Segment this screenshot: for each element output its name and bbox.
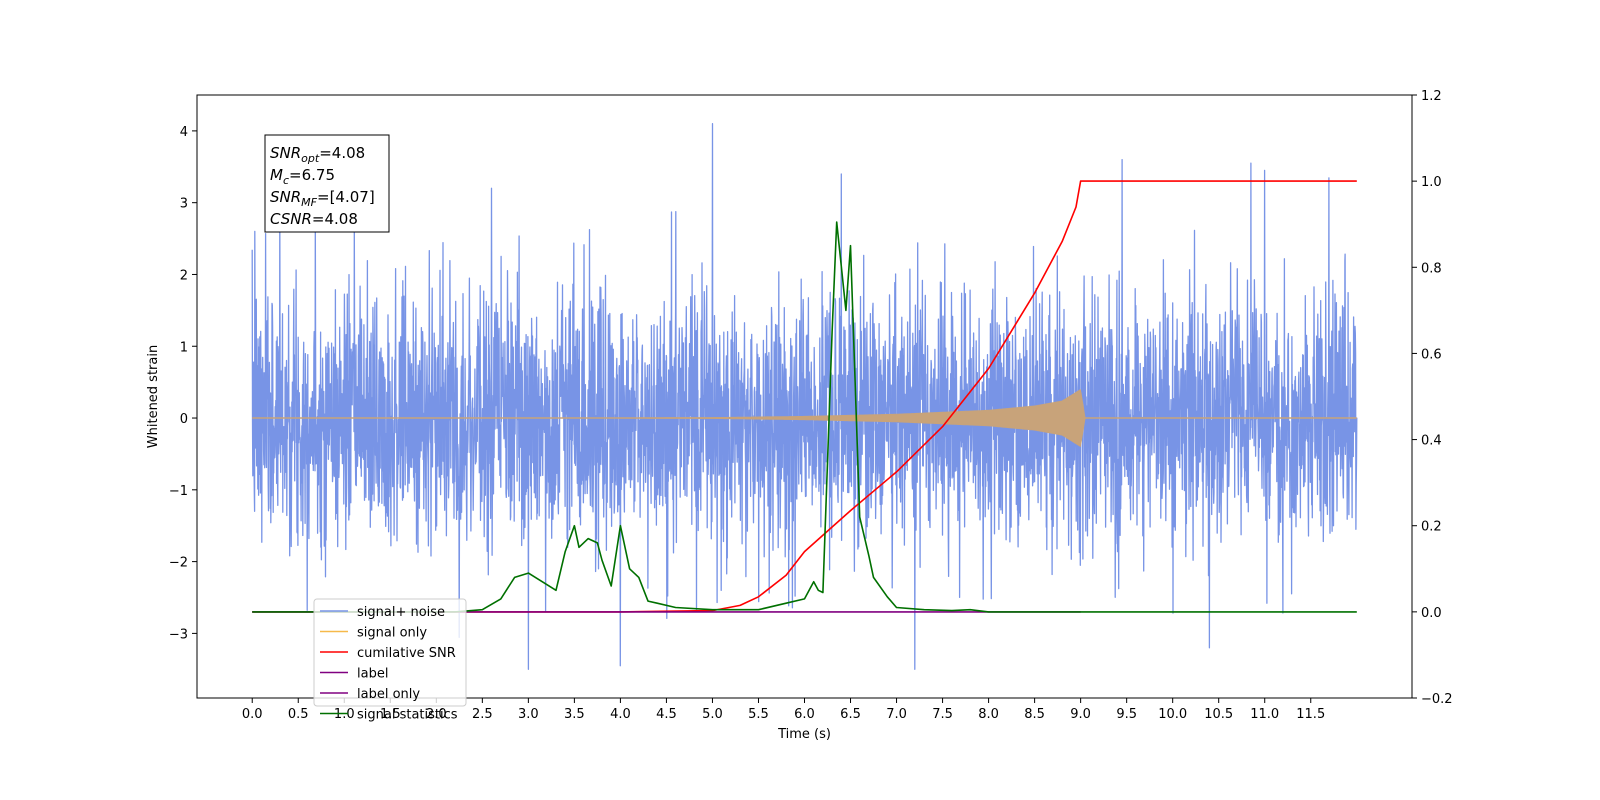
y2-tick-label: 1.2 [1421, 89, 1442, 104]
legend-frame [313, 598, 467, 707]
legend-entry: cumilative SNR [357, 646, 456, 661]
series-cumilative-snr [252, 180, 1357, 613]
y-tick-label: 4 [180, 125, 188, 140]
x-tick-label: 7.5 [932, 707, 953, 722]
x-tick-label: 11.0 [1250, 707, 1279, 722]
y-tick-label: 2 [180, 268, 188, 283]
y2-tick-label: 0.0 [1421, 606, 1442, 621]
x-tick-label: 0.0 [242, 707, 263, 722]
x-tick-label: 6.5 [840, 707, 861, 722]
x-axis: 0.0 0.5 1.0 1.5 2.0 2.5 3.0 3.5 4.0 4.5 5.0 5.5 6.0 6… [242, 698, 1325, 722]
y2-tick-label: 0.4 [1421, 434, 1442, 449]
legend-entry: label only [357, 687, 420, 702]
x-tick-label: 6.0 [794, 707, 815, 722]
stats-annotation-box: SNRopt=4.08 Mc=6.75 SNRMF=[4.07] CSNR=4.… [264, 134, 390, 233]
y-tick-label: −1 [169, 484, 188, 499]
x-tick-label: 7.0 [886, 707, 907, 722]
legend: signal+ noise signal only cumilative SNR la… [313, 598, 467, 723]
x-tick-label: 1.5 [380, 707, 401, 722]
series-signal-noise [251, 123, 1358, 670]
x-tick-label: 2.5 [472, 707, 493, 722]
stat-snr-opt: SNRopt=4.08 [270, 144, 365, 165]
y-axis-right: −0.2 0.0 0.2 0.4 0.6 0.8 1.0 1.2 [1412, 89, 1453, 707]
x-tick-label: 9.0 [1070, 707, 1091, 722]
x-tick-label: 5.5 [748, 707, 769, 722]
x-axis-label: Time (s) [777, 727, 831, 742]
x-tick-label: 5.0 [702, 707, 723, 722]
x-tick-label: 2.0 [426, 707, 447, 722]
y2-tick-label: −0.2 [1421, 692, 1453, 707]
legend-entry: signal statistics [357, 708, 458, 723]
x-tick-label: 0.5 [288, 707, 309, 722]
y-tick-label: 3 [180, 197, 188, 212]
x-tick-label: 8.0 [978, 707, 999, 722]
y-tick-label: −2 [169, 556, 188, 571]
y-tick-label: 1 [180, 340, 188, 355]
series-signal-statistics [252, 221, 1357, 613]
stat-csnr: CSNR=4.08 [270, 210, 358, 228]
x-tick-label: 8.5 [1024, 707, 1045, 722]
stat-chirp-mass: Mc=6.75 [270, 166, 335, 187]
y-tick-label: 0 [180, 412, 188, 427]
y-tick-label: −3 [169, 627, 188, 642]
y-axis-left: −3 −2 −1 0 1 2 3 4 [169, 125, 197, 642]
y2-tick-label: 0.2 [1421, 520, 1442, 535]
x-tick-label: 3.0 [518, 707, 539, 722]
x-tick-label: 3.5 [564, 707, 585, 722]
x-tick-label: 11.5 [1296, 707, 1325, 722]
legend-entry: label [357, 667, 388, 682]
x-tick-label: 9.5 [1116, 707, 1137, 722]
y2-tick-label: 1.0 [1421, 175, 1442, 190]
y2-tick-label: 0.8 [1421, 261, 1442, 276]
x-tick-label: 4.0 [610, 707, 631, 722]
y2-tick-label: 0.6 [1421, 347, 1442, 362]
x-tick-label: 10.0 [1158, 707, 1187, 722]
x-tick-label: 1.0 [334, 707, 355, 722]
x-tick-label: 10.5 [1204, 707, 1233, 722]
x-tick-label: 4.5 [656, 707, 677, 722]
plot-area [251, 123, 1358, 670]
legend-entry: signal only [357, 626, 427, 641]
y-axis-label: Whitened strain [146, 345, 161, 448]
stat-snr-mf: SNRMF=[4.07] [270, 188, 375, 209]
legend-entry: signal+ noise [357, 605, 445, 620]
stats-box-frame [264, 134, 390, 233]
